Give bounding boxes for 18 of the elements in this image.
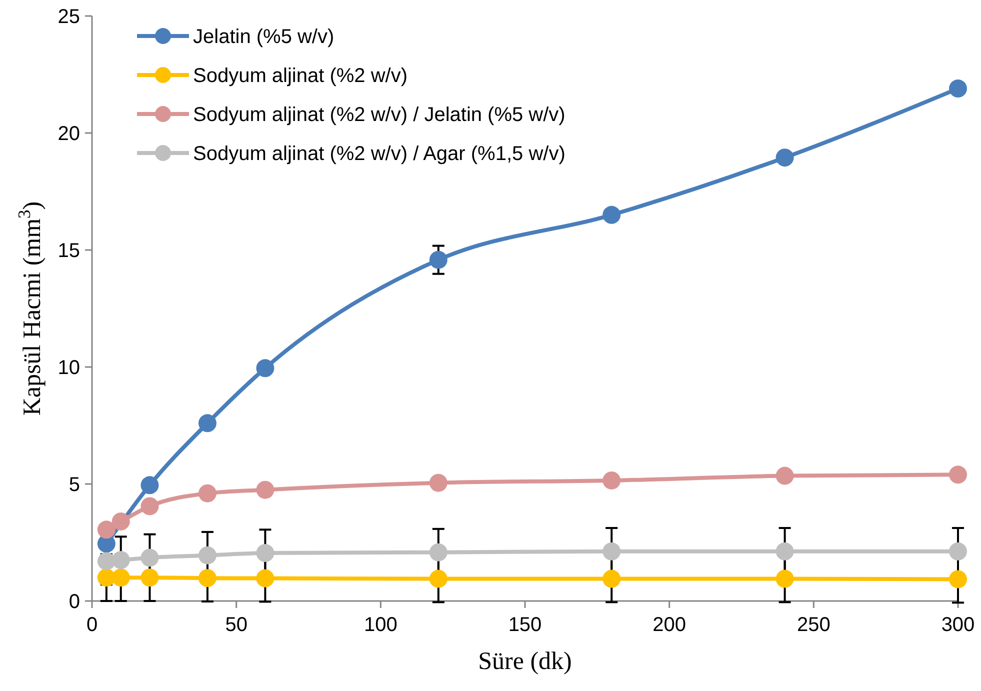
y-tick-label: 5 (68, 474, 80, 496)
x-tick-label: 150 (508, 614, 542, 636)
x-axis-title: Süre (dk) (478, 648, 572, 675)
legend-label: Sodyum aljinat (%2 w/v) (193, 65, 408, 87)
legend-label: Jelatin (%5 w/v) (193, 26, 334, 48)
x-tick-label: 300 (941, 614, 975, 636)
y-tick-label: 10 (58, 357, 80, 379)
x-tick-label: 100 (364, 614, 398, 636)
legend-label: Sodyum aljinat (%2 w/v) / Agar (%1,5 w/v) (193, 143, 566, 165)
x-tick-label: 50 (225, 614, 248, 636)
y-tick-label: 15 (58, 240, 80, 262)
y-tick-label: 20 (58, 123, 80, 145)
x-tick-label: 250 (796, 614, 830, 636)
y-tick-label: 25 (58, 6, 80, 28)
y-tick-label: 0 (68, 591, 80, 613)
x-tick-label: 200 (652, 614, 686, 636)
x-tick-label: 0 (86, 614, 98, 636)
legend-label: Sodyum aljinat (%2 w/v) / Jelatin (%5 w/v) (193, 104, 566, 126)
